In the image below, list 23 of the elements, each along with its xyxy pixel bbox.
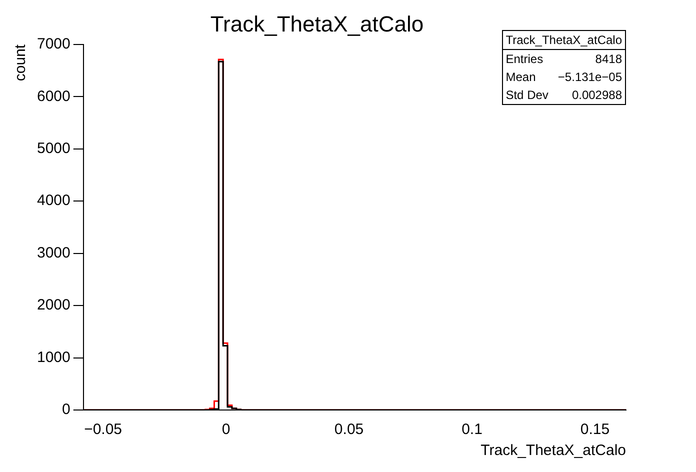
annotation: Mean [506, 70, 536, 84]
y-tick-label: 5000 [36, 140, 70, 157]
x-tick-label: 0 [222, 421, 230, 438]
chart-title: Track_ThetaX_atCalo [210, 11, 424, 36]
y-tick-label: 0 [62, 401, 70, 418]
annotation: Track_ThetaX_atCalo [502, 31, 625, 50]
annotation: Std Dev [506, 88, 548, 102]
y-axis-title: count [12, 44, 30, 82]
x-tick-label: 0.05 [334, 421, 364, 438]
annotation: 8418 [595, 52, 622, 66]
x-axis-title: Track_ThetaX_atCalo [480, 442, 626, 460]
annotation: Entries [506, 52, 544, 66]
y-tick-label: 1000 [36, 348, 70, 366]
y-tick-label: 4000 [36, 192, 70, 210]
x-tick-label: −0.05 [84, 421, 122, 438]
y-tick-label: 6000 [36, 88, 70, 105]
y-tick-label: 7000 [36, 36, 70, 53]
y-tick-label: 2000 [36, 296, 70, 314]
x-tick-label: 0.15 [580, 421, 610, 438]
y-tick-label: 3000 [36, 244, 70, 262]
x-tick-label: 0.1 [462, 421, 482, 438]
annotation: 0.002988 [572, 88, 622, 102]
annotation: −5.131e−05 [558, 70, 622, 84]
